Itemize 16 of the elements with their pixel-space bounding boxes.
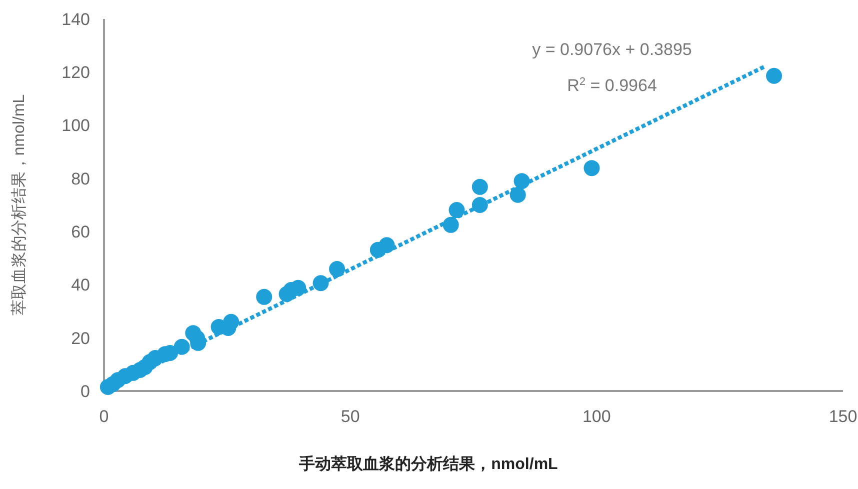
y-tick-label: 20 xyxy=(71,328,90,348)
y-tick-label: 60 xyxy=(71,222,90,242)
x-tick-label: 50 xyxy=(340,407,360,426)
annotation: y = 0.9076x + 0.3895 xyxy=(532,40,692,59)
x-tick-label: 100 xyxy=(582,407,611,426)
annotation: R$^{2}$ = 0.9964 xyxy=(567,76,657,95)
x-axis-title: 手动萃取血浆的分析结果，nmol/mL xyxy=(298,455,558,473)
y-tick-label: 120 xyxy=(62,63,90,82)
y-tick-label: 140 xyxy=(62,10,90,29)
y-tick-label: 80 xyxy=(71,169,90,188)
y-tick-label: 0 xyxy=(80,382,90,401)
x-tick-label: 0 xyxy=(99,407,109,426)
y-tick-label: 40 xyxy=(71,276,90,295)
x-tick-label: 150 xyxy=(828,407,858,426)
y-axis-title: 萃取血浆的分析结果，nmol/mL xyxy=(10,94,28,316)
y-tick-label: 100 xyxy=(62,116,90,136)
